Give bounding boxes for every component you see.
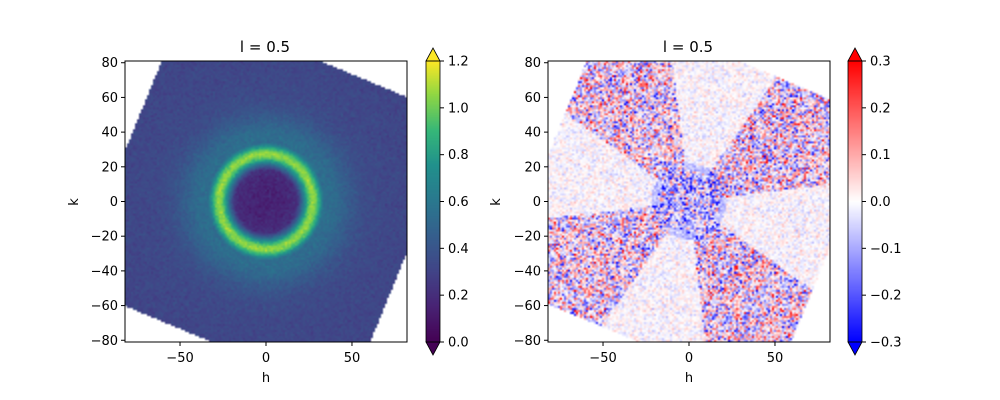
heatmap-right-image [548, 61, 830, 342]
colorbar-right-gradient [848, 61, 862, 342]
colorbar-tick-label: −0.2 [870, 289, 902, 304]
panel-left: l = 0.5 −50 0 50 80 60 40 20 0 −20 −40 −60 −80 h k… [67, 38, 469, 386]
ytick-label: −60 [91, 299, 118, 314]
ytick-label: 60 [101, 91, 118, 106]
colorbar-right-extend-top [847, 47, 863, 62]
colorbar-tick-label: 0.0 [870, 195, 891, 210]
colorbar-left: 1.2 1.0 0.8 0.6 0.4 0.2 0.0 [425, 47, 469, 356]
ytick-label: 20 [101, 160, 118, 175]
ytick-label: −80 [91, 334, 118, 349]
panel-left-ylabel: k [67, 198, 82, 206]
ytick-label: −20 [514, 230, 541, 245]
colorbar-tick-label: 0.1 [870, 148, 891, 163]
colorbar-right-extend-bottom [847, 341, 863, 356]
heatmap-left-image [125, 61, 407, 342]
ytick-label: 40 [524, 126, 541, 141]
panel-right-ylabel: k [489, 198, 504, 206]
ytick-label: 0 [533, 195, 541, 210]
xtick-label: 0 [262, 351, 270, 366]
ytick-label: 80 [101, 56, 118, 71]
colorbar-tick-label: 0.6 [448, 195, 469, 210]
ytick-label: 20 [524, 160, 541, 175]
colorbar-tick-label: 0.0 [448, 336, 469, 351]
colorbar-right-ticks: 0.3 0.2 0.1 0.0 −0.1 −0.2 −0.3 [862, 55, 902, 351]
panel-left-xlabel: h [262, 371, 270, 386]
ytick-label: 0 [110, 195, 118, 210]
xtick-label: 50 [767, 351, 784, 366]
colorbar-left-ticks: 1.2 1.0 0.8 0.6 0.4 0.2 0.0 [440, 55, 469, 351]
ytick-label: 60 [524, 91, 541, 106]
colorbar-left-gradient [426, 61, 440, 342]
colorbar-tick-label: 1.0 [448, 101, 469, 116]
panel-right-xticks: −50 0 50 [589, 342, 783, 366]
colorbar-tick-label: −0.3 [870, 336, 902, 351]
panel-left-yticks: 80 60 40 20 0 −20 −40 −60 −80 [91, 56, 125, 349]
colorbar-left-extend-top [425, 47, 441, 62]
ytick-label: −40 [514, 264, 541, 279]
colorbar-left-extend-bottom [425, 341, 441, 356]
colorbar-tick-label: 0.4 [448, 242, 469, 257]
colorbar-tick-label: 1.2 [448, 55, 469, 70]
panel-right-plot-area [547, 60, 831, 343]
colorbar-tick-label: 0.3 [870, 55, 891, 70]
panel-right-yticks: 80 60 40 20 0 −20 −40 −60 −80 [514, 56, 548, 349]
panel-left-plot-area [124, 60, 408, 343]
panel-right-xlabel: h [685, 371, 693, 386]
xtick-label: −50 [166, 351, 193, 366]
ytick-label: 40 [101, 126, 118, 141]
panel-right-title: l = 0.5 [663, 38, 713, 56]
colorbar-right: 0.3 0.2 0.1 0.0 −0.1 −0.2 −0.3 [847, 47, 902, 356]
ytick-label: −80 [514, 334, 541, 349]
colorbar-tick-label: 0.2 [870, 101, 891, 116]
xtick-label: 50 [344, 351, 361, 366]
ytick-label: −60 [514, 299, 541, 314]
colorbar-tick-label: 0.2 [448, 289, 469, 304]
ytick-label: −40 [91, 264, 118, 279]
colorbar-tick-label: −0.1 [870, 242, 902, 257]
xtick-label: −50 [589, 351, 616, 366]
panel-right: l = 0.5 −50 0 50 80 60 40 20 0 −20 −40 −60 −80 h k… [489, 38, 902, 386]
panel-left-xticks: −50 0 50 [166, 342, 360, 366]
panel-left-title: l = 0.5 [240, 38, 290, 56]
ytick-label: 80 [524, 56, 541, 71]
colorbar-tick-label: 0.8 [448, 148, 469, 163]
xtick-label: 0 [685, 351, 693, 366]
ytick-label: −20 [91, 230, 118, 245]
